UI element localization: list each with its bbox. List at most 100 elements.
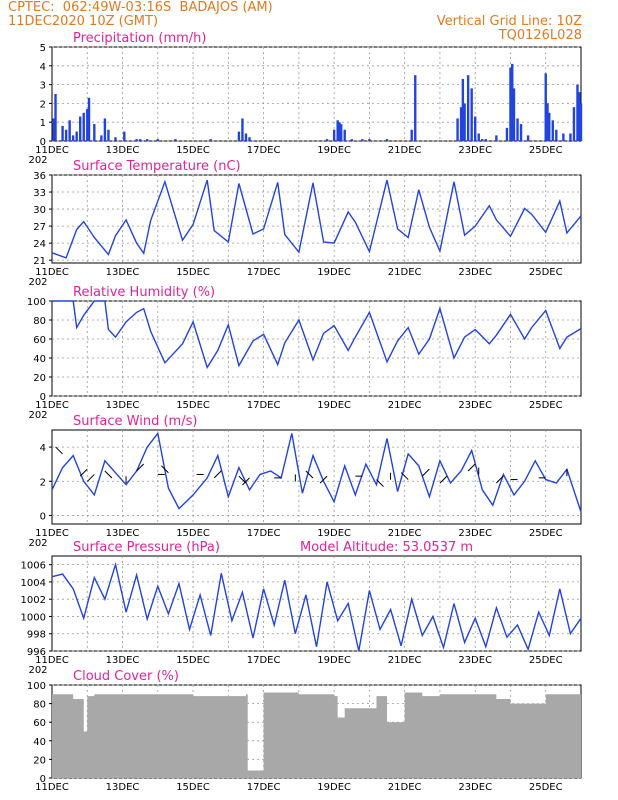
y-tick-label: 36 — [33, 171, 46, 182]
x-tick-label: 23DEC — [458, 267, 492, 278]
x-year-label: 202 — [28, 410, 47, 421]
precip-bar — [474, 116, 477, 141]
precip-bar — [336, 120, 339, 141]
y-tick-label: 998 — [27, 630, 46, 641]
precip-bar — [512, 88, 516, 141]
y-tick-label: 1002 — [21, 595, 46, 606]
precip-bar — [343, 129, 346, 141]
precip-bar — [138, 139, 142, 141]
wind-arrow — [376, 479, 384, 487]
x-tick-label: 19DEC — [317, 782, 351, 793]
precip-bar — [68, 120, 71, 141]
panel-title: Surface Pressure (hPa) — [73, 540, 220, 555]
series-line — [51, 431, 582, 513]
y-tick-label: 0 — [40, 774, 46, 785]
x-tick-label: 25DEC — [529, 267, 563, 278]
x-tick-label: 11DEC — [35, 267, 69, 278]
x-tick-label: 15DEC — [176, 782, 210, 793]
panel-title: Cloud Cover (%) — [73, 669, 179, 684]
precip-bar — [174, 139, 177, 141]
precip-bar — [79, 116, 82, 141]
x-tick-label: 11DEC — [35, 400, 69, 411]
precip-bar — [61, 125, 64, 141]
y-tick-label: 4 — [40, 443, 46, 454]
y-tick-label: 27 — [33, 222, 46, 233]
precip-bar — [544, 73, 547, 141]
y-tick-label: 0 — [40, 511, 46, 522]
panel-frame — [51, 300, 582, 397]
precip-bar — [466, 75, 470, 141]
x-tick-label: 17DEC — [247, 782, 281, 793]
x-tick-label: 21DEC — [388, 782, 422, 793]
panel-frame — [51, 46, 582, 142]
precip-bar — [555, 129, 558, 141]
precip-bar — [579, 103, 583, 141]
precip-bar — [463, 103, 466, 141]
x-tick-label: 21DEC — [388, 145, 422, 156]
precip-bar — [484, 139, 487, 141]
cloud-cover-area — [52, 692, 581, 778]
x-tick-label: 23DEC — [458, 400, 492, 411]
x-tick-label: 15DEC — [176, 267, 210, 278]
x-tick-label: 13DEC — [106, 655, 140, 666]
precip-bar — [156, 139, 159, 141]
precip-bar — [562, 133, 565, 141]
x-tick-label: 25DEC — [529, 528, 563, 539]
precip-bar — [572, 107, 576, 141]
precip-bar — [248, 137, 251, 141]
x-tick-label: 11DEC — [35, 782, 69, 793]
x-tick-label: 25DEC — [529, 782, 563, 793]
wind-arrow — [467, 463, 476, 472]
y-tick-label: 24 — [33, 239, 46, 250]
precip-bar — [71, 135, 75, 141]
y-tick-label: 0 — [40, 392, 46, 403]
precip-bar — [332, 129, 336, 141]
precip-bar — [114, 137, 117, 141]
x-tick-label: 21DEC — [388, 655, 422, 666]
x-tick-label: 17DEC — [247, 655, 281, 666]
y-tick-label: 5 — [40, 43, 46, 54]
wind-arrow — [136, 463, 144, 472]
precip-bar — [350, 139, 353, 141]
x-tick-label: 11DEC — [35, 145, 69, 156]
y-tick-label: 3 — [40, 81, 46, 92]
precip-bar — [546, 103, 549, 141]
x-tick-label: 19DEC — [317, 145, 351, 156]
panel-annotation: Model Altitude: 53.0537 m — [300, 540, 473, 555]
panel-title: Surface Temperature (nC) — [73, 159, 241, 174]
x-year-label: 202 — [28, 155, 47, 166]
header-line-2: 11DEC2020 10Z (GMT) — [8, 14, 159, 29]
x-tick-label: 19DEC — [317, 655, 351, 666]
precip-bar — [509, 67, 512, 141]
precip-bar — [75, 131, 78, 141]
x-tick-label: 23DEC — [458, 528, 492, 539]
x-tick-label: 23DEC — [458, 655, 492, 666]
wind-arrow — [305, 470, 314, 479]
x-tick-label: 11DEC — [35, 655, 69, 666]
precip-bar — [52, 118, 55, 141]
precip-bar — [516, 118, 519, 141]
x-tick-label: 23DEC — [458, 145, 492, 156]
x-tick-label: 13DEC — [106, 145, 140, 156]
y-tick-label: 40 — [33, 737, 46, 748]
y-tick-label: 33 — [33, 188, 46, 199]
y-tick-label: 1004 — [21, 578, 46, 589]
precip-bar — [100, 135, 103, 141]
wind-arrow — [421, 468, 430, 477]
precip-bar — [241, 118, 244, 141]
precip-bar — [123, 131, 126, 141]
x-tick-label: 25DEC — [529, 400, 563, 411]
precip-bar — [338, 122, 341, 141]
y-tick-label: 996 — [27, 647, 46, 658]
precip-bar — [477, 133, 480, 141]
y-tick-label: 1000 — [21, 612, 46, 623]
x-year-label: 202 — [28, 665, 47, 676]
x-tick-label: 11DEC — [35, 528, 69, 539]
y-tick-label: 80 — [33, 700, 46, 711]
precip-bar — [576, 84, 579, 141]
wind-arrow — [161, 465, 169, 474]
y-tick-label: 100 — [27, 297, 46, 308]
y-tick-label: 60 — [33, 335, 46, 346]
precip-bar — [244, 133, 248, 141]
precip-bar — [325, 139, 329, 141]
